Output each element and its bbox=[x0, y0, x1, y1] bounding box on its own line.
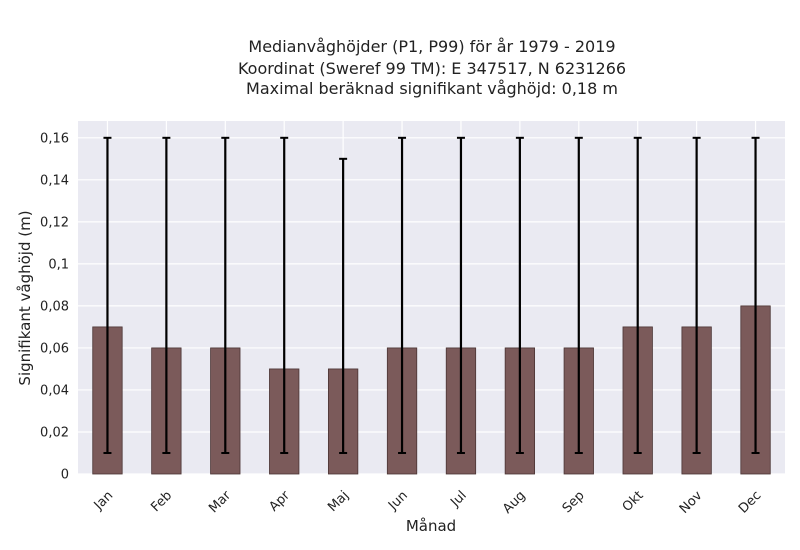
y-tick-label: 0,06 bbox=[40, 341, 69, 356]
x-tick-label: Jun bbox=[385, 488, 411, 514]
y-tick-label: 0,04 bbox=[40, 383, 69, 398]
y-tick-label: 0,1 bbox=[48, 257, 69, 272]
x-tick-label: Apr bbox=[267, 488, 294, 515]
error-bar-jun bbox=[398, 136, 407, 454]
x-tick-label: Dec bbox=[736, 488, 764, 516]
x-tick-label: Okt bbox=[620, 488, 647, 515]
y-axis-label: Signifikant våghöjd (m) bbox=[16, 210, 34, 385]
x-tick-labels: Jan Feb Mar Apr Maj Jun Jul Aug Sep Okt Nov Dec bbox=[91, 488, 765, 517]
title-line-3: Maximal beräknad signifikant våghöjd: 0,… bbox=[246, 79, 618, 98]
error-bar-jul bbox=[456, 136, 465, 454]
error-bars bbox=[103, 136, 760, 454]
y-tick-label: 0,08 bbox=[40, 299, 69, 314]
y-tick-label: 0,14 bbox=[40, 173, 69, 188]
error-bar-aug bbox=[515, 136, 524, 454]
x-tick-label: Sep bbox=[560, 488, 588, 516]
x-tick-label: Jul bbox=[447, 488, 469, 510]
chart-title: Medianvåghöjder (P1, P99) för år 1979 - … bbox=[238, 37, 626, 98]
error-bar-maj bbox=[339, 157, 348, 454]
x-tick-label: Nov bbox=[677, 488, 706, 517]
error-bar-mar bbox=[221, 136, 230, 454]
title-line-1: Medianvåghöjder (P1, P99) för år 1979 - … bbox=[248, 37, 615, 56]
y-tick-label: 0,16 bbox=[40, 131, 69, 146]
error-bar-apr bbox=[280, 136, 289, 454]
error-bar-nov bbox=[692, 136, 701, 454]
error-bar-okt bbox=[633, 136, 642, 454]
x-tick-label: Aug bbox=[500, 488, 529, 517]
error-bar-sep bbox=[574, 136, 583, 454]
y-tick-label: 0,02 bbox=[40, 425, 69, 440]
error-bar-jan bbox=[103, 136, 112, 454]
error-bar-dec bbox=[751, 136, 760, 454]
x-tick-label: Maj bbox=[325, 488, 352, 515]
error-bar-feb bbox=[162, 136, 171, 454]
x-axis-label: Månad bbox=[406, 517, 456, 535]
x-tick-label: Mar bbox=[206, 488, 234, 516]
x-tick-label: Jan bbox=[91, 488, 116, 513]
y-tick-labels: 0 0,02 0,04 0,06 0,08 0,1 0,12 0,14 0,16 bbox=[40, 131, 69, 482]
title-line-2: Koordinat (Sweref 99 TM): E 347517, N 62… bbox=[238, 59, 626, 78]
x-tick-label: Feb bbox=[148, 488, 175, 515]
y-tick-label: 0 bbox=[61, 468, 69, 483]
plot-area bbox=[78, 121, 785, 474]
y-tick-label: 0,12 bbox=[40, 215, 69, 230]
